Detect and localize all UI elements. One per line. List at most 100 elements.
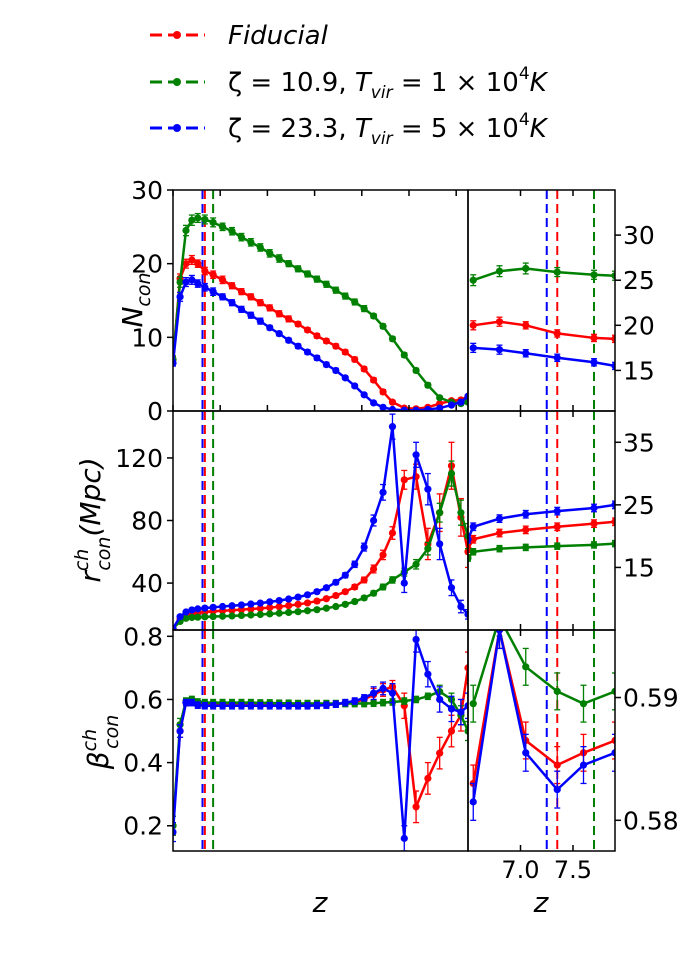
point-n-con-main-1-9 <box>237 233 246 241</box>
point-beta-con-main-2-30 <box>447 705 456 713</box>
point-r-con-main-0-16 <box>303 599 312 607</box>
point-r-con-main-2-30 <box>447 584 456 592</box>
legend-entry-zeta-10-9: ζ = 10.9, Tvir = 1 × 104K <box>150 64 549 103</box>
point-beta-con-main-0-29 <box>436 749 444 757</box>
ytick-label-n-con-zoom-3: 30 <box>623 221 655 250</box>
ytick-label-beta-con-main-3: 0.8 <box>123 622 163 651</box>
point-beta-con-main-2-27 <box>412 635 420 644</box>
point-n-con-main-2-5 <box>201 283 209 291</box>
point-n-con-main-2-8 <box>228 299 236 307</box>
point-beta-con-main-2-22 <box>360 694 368 702</box>
point-n-con-main-2-1 <box>176 293 184 301</box>
point-r-con-main-1-25 <box>388 576 397 584</box>
point-beta-con-zoom-2-2 <box>522 749 530 757</box>
ytick-label-n-con-main-3: 30 <box>131 176 163 205</box>
point-r-con-main-0-10 <box>247 605 255 613</box>
point-beta-con-main-2-9 <box>237 702 246 710</box>
series-line-n-con-main-2 <box>173 278 468 411</box>
point-beta-con-main-1-23 <box>370 699 378 707</box>
panel-r-con-main: 40 80 120 <box>115 410 469 631</box>
point-r-con-main-2-16 <box>303 591 312 599</box>
point-r-con-main-0-19 <box>332 591 340 600</box>
legend-marker-zeta-10-9 <box>173 78 181 86</box>
point-n-con-main-0-3 <box>188 256 196 264</box>
point-beta-con-zoom-1-5 <box>611 687 615 695</box>
ytick-label-beta-con-main-0: 0.2 <box>123 812 163 841</box>
point-r-con-main-2-32 <box>464 610 468 618</box>
point-r-con-main-1-3 <box>188 613 196 622</box>
point-n-con-main-2-30 <box>447 401 456 409</box>
point-n-con-main-2-7 <box>218 293 227 301</box>
panel-n-con-main: 0 10 20 30 <box>131 176 469 426</box>
point-n-con-main-0-19 <box>332 342 340 350</box>
ytick-label-n-con-zoom-2: 25 <box>623 266 655 295</box>
plot-area-r-con-main <box>173 411 468 630</box>
point-r-con-main-2-23 <box>370 516 378 525</box>
point-n-con-main-1-20 <box>341 292 349 300</box>
point-n-con-main-2-13 <box>275 330 283 338</box>
point-r-con-zoom-2-0 <box>468 535 472 543</box>
point-r-con-zoom-0-5 <box>590 520 598 528</box>
point-r-con-main-1-12 <box>266 610 274 618</box>
point-beta-con-main-2-5 <box>201 702 209 710</box>
point-n-con-main-1-5 <box>201 215 209 224</box>
point-n-con-main-2-25 <box>388 405 397 411</box>
point-n-con-main-1-10 <box>247 238 255 246</box>
point-n-con-main-2-22 <box>360 391 368 399</box>
xtick-label-beta-con-zoom-1: 7.5 <box>554 856 592 884</box>
point-n-con-main-0-17 <box>313 332 321 340</box>
point-beta-con-main-2-19 <box>332 700 340 708</box>
point-n-con-main-0-23 <box>370 376 378 384</box>
point-n-con-main-0-21 <box>351 355 359 364</box>
point-beta-con-main-2-31 <box>457 708 465 716</box>
point-n-con-main-1-21 <box>351 298 359 306</box>
xlabel-main: z <box>312 886 329 919</box>
point-n-con-main-2-20 <box>341 374 349 382</box>
legend-marker-fiducial <box>173 31 181 39</box>
ytick-label-r-con-zoom-2: 35 <box>623 428 655 457</box>
point-n-con-main-1-13 <box>275 254 283 263</box>
point-beta-con-zoom-1-4 <box>579 700 588 708</box>
point-r-con-zoom-1-6 <box>611 540 615 548</box>
point-beta-con-main-2-25 <box>388 689 397 697</box>
point-r-con-zoom-1-0 <box>468 554 472 562</box>
point-r-con-zoom-2-2 <box>495 515 504 523</box>
point-r-con-zoom-0-3 <box>522 526 530 534</box>
point-n-con-main-1-4 <box>194 214 202 222</box>
point-n-con-main-2-26 <box>400 406 408 411</box>
point-r-con-main-2-27 <box>412 451 420 459</box>
point-n-con-main-2-15 <box>294 342 302 350</box>
point-n-con-main-2-23 <box>370 399 378 407</box>
point-r-con-main-2-3 <box>188 606 196 614</box>
point-r-con-main-1-21 <box>351 597 359 606</box>
series-line-beta-con-main-0 <box>173 667 468 826</box>
point-n-con-main-0-13 <box>275 310 283 318</box>
point-n-con-main-1-19 <box>332 286 340 294</box>
legend-marker-zeta-23-3 <box>173 124 181 132</box>
point-n-con-main-1-6 <box>209 218 217 227</box>
point-n-con-main-2-9 <box>237 305 246 313</box>
point-beta-con-main-2-12 <box>266 702 274 710</box>
point-r-con-main-2-14 <box>285 595 293 603</box>
point-n-con-main-2-32 <box>464 392 468 400</box>
ytick-label-beta-con-main-1: 0.4 <box>123 749 163 778</box>
point-n-con-main-2-24 <box>379 403 387 411</box>
point-r-con-main-2-4 <box>194 605 202 613</box>
ylabel-beta-con: βchcon <box>79 715 123 771</box>
point-r-con-main-1-27 <box>412 560 420 568</box>
point-r-con-main-2-8 <box>228 602 236 610</box>
point-beta-con-main-2-15 <box>294 702 302 710</box>
ytick-label-r-con-main-0: 40 <box>131 569 163 598</box>
point-r-con-main-2-12 <box>266 598 274 606</box>
point-r-con-main-0-20 <box>341 588 349 596</box>
point-r-con-main-0-32 <box>464 548 468 556</box>
legend-label-fiducial: Fiducial <box>228 21 329 51</box>
point-beta-con-main-2-17 <box>313 701 321 710</box>
point-r-con-zoom-2-6 <box>611 501 615 509</box>
point-n-con-main-0-9 <box>237 288 246 296</box>
point-n-con-main-1-11 <box>256 243 264 252</box>
point-beta-con-main-2-3 <box>188 699 196 707</box>
point-beta-con-main-0-32 <box>464 664 468 672</box>
ytick-label-n-con-zoom-1: 20 <box>623 311 655 340</box>
point-n-con-zoom-0-4 <box>590 334 598 342</box>
